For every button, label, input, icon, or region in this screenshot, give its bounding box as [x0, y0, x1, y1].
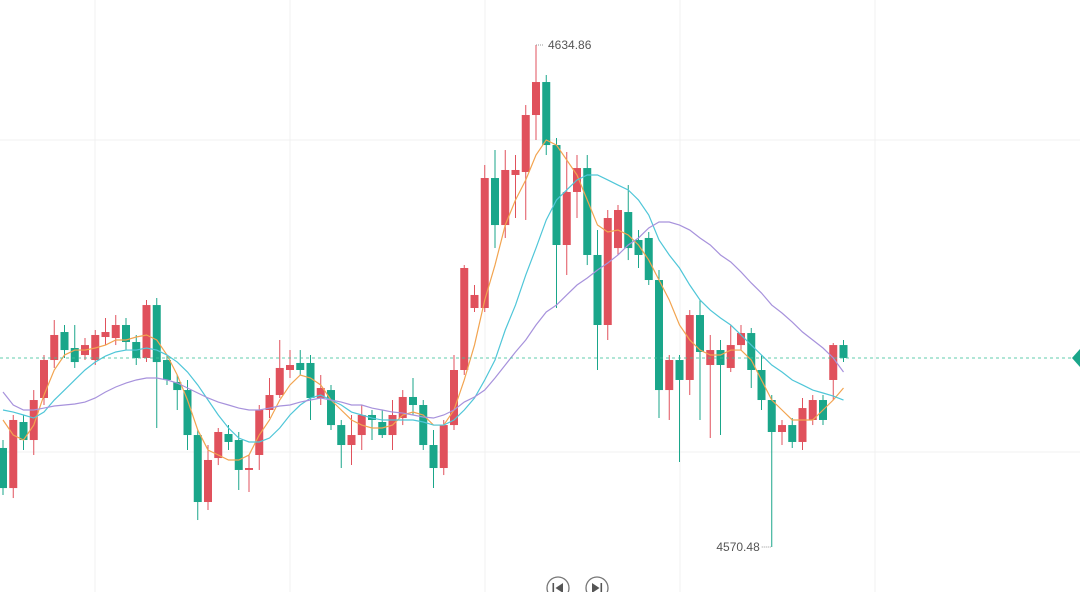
candle-body: [808, 400, 817, 420]
candle-body: [593, 254, 602, 326]
candle-body: [521, 115, 530, 173]
candle-body: [685, 315, 694, 380]
prev-button-icon[interactable]: [552, 583, 555, 592]
candle-body: [214, 431, 223, 459]
next-button-circle[interactable]: [585, 576, 609, 592]
prev-button-circle[interactable]: [546, 576, 570, 592]
candle-body: [50, 334, 59, 361]
price-marker: [1072, 348, 1080, 367]
candle-body: [757, 370, 766, 401]
candle-body: [265, 395, 274, 411]
candle-body: [767, 400, 776, 432]
candle-body: [429, 445, 438, 469]
candle-body: [234, 440, 243, 470]
candle-body: [460, 268, 469, 370]
candle-body: [255, 410, 264, 455]
high-label: 4634.86: [548, 38, 592, 52]
candle-body: [665, 360, 674, 391]
candle-body: [306, 362, 315, 398]
candle-body: [70, 348, 79, 363]
candle-body: [9, 419, 18, 489]
candle-body: [122, 325, 130, 343]
candle-body: [480, 178, 489, 309]
next-button-icon[interactable]: [592, 583, 600, 592]
prev-button[interactable]: [546, 576, 570, 592]
candle-body: [562, 191, 571, 246]
candle-body: [398, 396, 407, 419]
candle-body: [737, 333, 745, 346]
candle-body: [511, 169, 520, 175]
ma-line: [2, 221, 844, 419]
low-label: 4570.48: [716, 540, 760, 554]
candle-body: [655, 280, 663, 391]
candle-body: [286, 365, 294, 370]
candle-body: [778, 425, 786, 432]
candle-body: [152, 305, 161, 363]
candle-body: [491, 178, 499, 226]
candle-body: [614, 209, 622, 249]
next-button-icon[interactable]: [600, 583, 603, 592]
nav-buttons: [546, 576, 609, 592]
prev-button-icon[interactable]: [555, 583, 564, 592]
candle-body: [29, 400, 38, 441]
candle-body: [583, 168, 592, 255]
candle-body: [224, 434, 233, 442]
candle-body: [726, 345, 735, 368]
candle-body: [439, 425, 448, 469]
candle-body: [296, 362, 305, 370]
candle-body: [183, 390, 192, 436]
candle-body: [173, 382, 182, 391]
ma-line: [2, 139, 844, 461]
candle-body: [60, 332, 69, 351]
candle-body: [470, 294, 479, 309]
candle-body: [634, 240, 643, 255]
candle-body: [747, 333, 756, 370]
candle-body: [603, 218, 612, 326]
candle-body: [245, 468, 253, 470]
candle-body: [19, 422, 28, 441]
candle-body: [696, 315, 704, 352]
candle-body: [675, 360, 684, 380]
candle-body: [111, 325, 120, 339]
candle-body: [193, 435, 202, 503]
candle-body: [347, 435, 356, 446]
candle-body: [532, 82, 540, 116]
candle-body: [101, 332, 110, 338]
candle-body: [839, 345, 848, 358]
candle-body: [419, 405, 428, 446]
next-button[interactable]: [585, 576, 609, 592]
candle-body: [40, 360, 48, 398]
candle-body: [327, 390, 335, 426]
candle-body: [142, 305, 151, 358]
candle-body: [337, 425, 346, 446]
candle-body: [829, 345, 838, 380]
candle-body: [798, 408, 807, 442]
candle-body: [450, 370, 458, 426]
candle-body: [0, 447, 7, 489]
candle-body: [275, 367, 284, 396]
candle-body: [163, 360, 171, 380]
candles: [0, 44, 848, 548]
candle-body: [624, 212, 633, 249]
candle-body: [552, 145, 561, 246]
candle-body: [501, 169, 510, 226]
candle-body: [788, 425, 797, 442]
candle-body: [542, 82, 551, 146]
candle-body: [316, 388, 325, 398]
candle-body: [204, 459, 212, 503]
ma-line: [2, 174, 844, 443]
candle-body: [409, 396, 417, 406]
